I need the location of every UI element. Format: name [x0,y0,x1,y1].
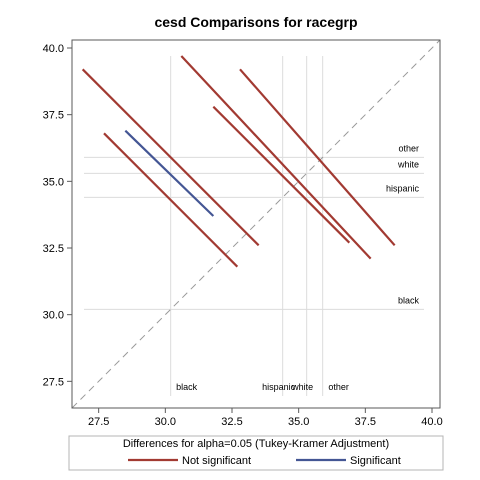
y-tick-label: 37.5 [43,110,64,122]
legend: Differences for alpha=0.05 (Tukey-Kramer… [69,436,443,470]
group-xlabel-white: white [291,382,313,392]
group-ylabel-hispanic: hispanic [386,183,420,193]
x-tick-label: 35.0 [288,416,309,428]
group-ylabel-other: other [398,143,419,153]
group-xlabel-other: other [328,382,349,392]
legend-label-not-significant: Not significant [182,455,251,467]
y-tick-label: 35.0 [43,176,64,188]
group-ylabel-white: white [397,159,419,169]
legend-title: Differences for alpha=0.05 (Tukey-Kramer… [123,438,389,450]
group-ylabel-black: black [398,295,420,305]
y-tick-label: 30.0 [43,310,64,322]
y-tick-label: 32.5 [43,243,64,255]
y-tick-label: 27.5 [43,376,64,388]
group-xlabel-black: black [176,382,198,392]
y-tick-label: 40.0 [43,43,64,55]
chart-title: cesd Comparisons for racegrp [154,14,357,30]
x-tick-label: 30.0 [155,416,176,428]
group-xlabel-hispanic: hispanic [262,382,296,392]
x-tick-label: 40.0 [421,416,442,428]
legend-label-significant: Significant [350,455,401,467]
x-tick-label: 32.5 [221,416,242,428]
x-tick-label: 27.5 [88,416,109,428]
x-tick-label: 37.5 [355,416,376,428]
